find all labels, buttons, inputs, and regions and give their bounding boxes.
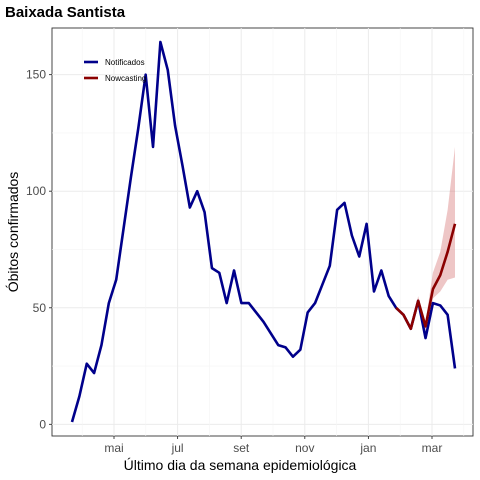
y-tick-label: 150 [26,68,46,82]
chart-title: Baixada Santista [5,4,126,21]
y-tick-label: 100 [26,184,46,198]
x-tick-label: mai [104,441,123,455]
legend: Notificados Nowcasting [84,58,146,83]
y-tick-label: 0 [39,417,46,431]
series-line-notificados [70,40,457,423]
y-axis-title: Óbitos confirmados [5,172,21,293]
grid [52,28,473,436]
y-axis-ticks: 0 50 100 150 [26,68,52,431]
nowcasting-confidence-band [396,146,455,332]
series-line-nowcasting [395,223,457,331]
y-tick-label: 50 [33,301,47,315]
x-axis-ticks: mai jul set nov jan mar [104,436,442,455]
x-tick-label: nov [295,441,314,455]
x-tick-label: mar [422,441,443,455]
legend-label-nowcasting: Nowcasting [105,74,146,83]
x-tick-label: set [233,441,250,455]
legend-label-notificados: Notificados [105,58,145,67]
confidence-band-layer [396,146,455,332]
x-tick-label: jan [359,441,376,455]
x-tick-label: jul [171,441,184,455]
plot-panel [51,27,474,437]
x-axis-title: Último dia da semana epidemiológica [124,457,357,473]
series-lines-layer [70,40,457,423]
